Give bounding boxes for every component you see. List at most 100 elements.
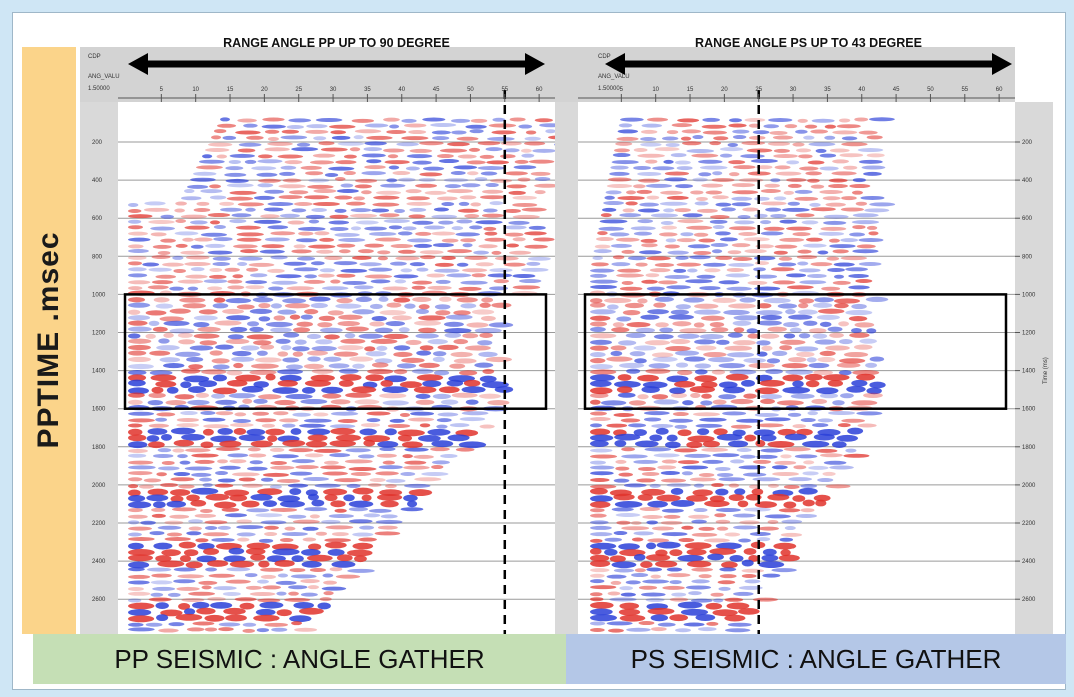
trace-trough xyxy=(786,273,807,278)
trace-peak xyxy=(160,609,183,617)
trace-peak xyxy=(691,567,713,572)
trace-peak xyxy=(382,460,395,465)
trace-peak xyxy=(724,345,753,351)
trace-peak xyxy=(686,560,712,568)
angle-tick-label: 50 xyxy=(927,87,934,93)
trace-peak xyxy=(649,268,671,273)
trace-trough xyxy=(415,333,439,339)
trace-peak xyxy=(817,356,836,363)
trace-trough xyxy=(518,279,542,284)
trace-peak xyxy=(436,196,458,201)
trace-trough xyxy=(754,196,770,201)
ps-corner-label-cdp: CDP xyxy=(598,54,611,60)
trace-trough xyxy=(328,514,354,519)
trace-peak xyxy=(783,447,811,452)
trace-trough xyxy=(249,326,264,333)
trace-trough xyxy=(512,273,536,278)
trace-peak xyxy=(690,392,701,399)
trace-peak xyxy=(159,316,185,322)
trace-peak xyxy=(185,274,208,279)
trace-trough xyxy=(634,358,647,364)
trace-peak xyxy=(322,393,342,399)
trace-trough xyxy=(611,160,639,165)
trace-peak xyxy=(379,310,407,316)
trace-peak xyxy=(277,154,304,159)
trace-trough xyxy=(199,159,225,164)
trace-peak xyxy=(637,394,649,400)
trace-peak xyxy=(594,244,611,249)
trace-peak xyxy=(418,327,437,333)
trace-trough xyxy=(225,315,251,321)
trace-peak xyxy=(128,392,145,398)
trace-trough xyxy=(650,614,669,622)
trace-peak xyxy=(626,190,637,195)
trace-trough xyxy=(396,363,417,369)
trace-trough xyxy=(293,601,314,609)
trace-peak xyxy=(427,285,452,290)
trace-trough xyxy=(228,159,241,164)
trace-trough xyxy=(803,320,818,326)
trace-peak xyxy=(338,249,351,254)
trace-trough xyxy=(444,332,462,338)
trace-trough xyxy=(146,494,169,502)
trace-peak xyxy=(742,207,759,212)
trace-peak xyxy=(456,297,478,303)
ps-arrowhead-right xyxy=(992,53,1012,75)
trace-trough xyxy=(186,356,204,363)
trace-peak xyxy=(151,513,166,518)
trace-trough xyxy=(487,273,513,278)
trace-trough xyxy=(281,532,308,537)
trace-trough xyxy=(335,303,362,309)
trace-trough xyxy=(128,465,156,470)
trace-trough xyxy=(432,243,454,248)
trace-trough xyxy=(256,350,268,356)
trace-peak xyxy=(824,124,837,129)
trace-peak xyxy=(825,345,850,351)
trace-peak xyxy=(128,338,152,344)
trace-trough xyxy=(441,202,455,207)
trace-peak xyxy=(706,621,719,626)
trace-trough xyxy=(358,333,384,339)
trace-trough xyxy=(859,338,877,344)
trace-peak xyxy=(828,238,840,243)
trace-trough xyxy=(300,592,318,597)
trace-peak xyxy=(406,196,430,201)
trace-peak xyxy=(337,345,364,351)
trace-peak xyxy=(590,501,611,509)
trace-trough xyxy=(166,386,179,394)
trace-peak xyxy=(832,249,849,254)
trace-peak xyxy=(793,465,807,470)
trace-peak xyxy=(128,586,144,591)
trace-trough xyxy=(456,262,469,267)
trace-peak xyxy=(383,148,405,153)
right-time-tick-label: 2200 xyxy=(1022,521,1036,527)
trace-peak xyxy=(336,298,353,304)
trace-peak xyxy=(612,322,625,328)
trace-trough xyxy=(768,118,793,123)
trace-peak xyxy=(610,345,627,351)
trace-trough xyxy=(475,220,503,225)
trace-trough xyxy=(380,514,398,519)
trace-peak xyxy=(479,302,491,308)
trace-peak xyxy=(672,321,692,327)
trace-peak xyxy=(446,189,474,194)
trace-peak xyxy=(226,379,248,387)
trace-peak xyxy=(636,478,656,483)
trace-trough xyxy=(169,328,195,334)
trace-trough xyxy=(272,454,299,459)
trace-trough xyxy=(311,207,328,212)
trace-peak xyxy=(733,327,745,333)
trace-peak xyxy=(383,117,400,122)
trace-peak xyxy=(185,561,203,569)
trace-peak xyxy=(689,477,717,482)
trace-trough xyxy=(319,268,336,273)
trace-peak xyxy=(666,130,679,135)
trace-peak xyxy=(664,244,680,249)
trace-peak xyxy=(702,440,720,448)
trace-trough xyxy=(754,412,779,417)
trace-trough xyxy=(794,346,819,352)
trace-peak xyxy=(621,447,636,452)
trace-trough xyxy=(823,220,847,225)
trace-peak xyxy=(229,190,257,195)
trace-trough xyxy=(719,147,744,152)
